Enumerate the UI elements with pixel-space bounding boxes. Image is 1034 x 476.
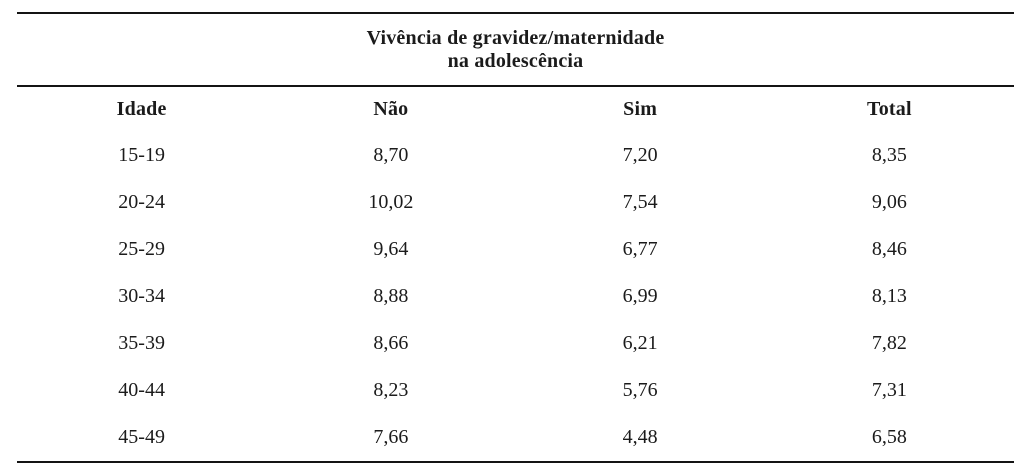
cell-total: 6,58 (871, 426, 907, 448)
table-title-line1: Vivência de gravidez/maternidade (366, 26, 665, 49)
table-row: 45-49 7,66 4,48 6,58 (17, 414, 1014, 462)
table-row: 30-34 8,88 6,99 8,13 (17, 273, 1014, 320)
column-header-total: Total (867, 98, 912, 120)
cell-sim: 7,20 (622, 144, 658, 166)
cell-total: 7,82 (871, 332, 907, 354)
cell-nao: 8,66 (373, 332, 409, 354)
cell-sim: 6,99 (622, 285, 658, 307)
table-row: 35-39 8,66 6,21 7,82 (17, 320, 1014, 367)
cell-nao: 8,70 (373, 144, 409, 166)
table-row: 20-24 10,02 7,54 9,06 (17, 179, 1014, 226)
table-title: Vivência de gravidez/maternidade na adol… (17, 13, 1014, 87)
table-head: Vivência de gravidez/maternidade na adol… (17, 13, 1014, 132)
table-row: 15-19 8,70 7,20 8,35 (17, 132, 1014, 179)
cell-sim: 6,77 (622, 238, 658, 260)
pregnancy-maternity-table: Vivência de gravidez/maternidade na adol… (17, 12, 1014, 463)
cell-total: 7,31 (871, 379, 907, 401)
cell-nao: 10,02 (368, 191, 414, 213)
cell-nao: 9,64 (373, 238, 409, 260)
table-row: 40-44 8,23 5,76 7,31 (17, 367, 1014, 414)
column-header-sim: Sim (623, 98, 658, 120)
column-header-row: Idade Não Sim Total (17, 86, 1014, 132)
cell-idade: 45-49 (118, 426, 165, 448)
table-title-line2: na adolescência (447, 49, 584, 72)
cell-idade: 35-39 (118, 332, 165, 354)
table-row: 25-29 9,64 6,77 8,46 (17, 226, 1014, 273)
cell-nao: 8,23 (373, 379, 409, 401)
cell-sim: 7,54 (622, 191, 658, 213)
cell-total: 8,13 (871, 285, 907, 307)
column-header-nao: Não (373, 98, 409, 120)
table-title-row: Vivência de gravidez/maternidade na adol… (17, 13, 1014, 87)
cell-idade: 30-34 (118, 285, 165, 307)
cell-sim: 4,48 (622, 426, 658, 448)
cell-sim: 5,76 (622, 379, 658, 401)
cell-total: 8,35 (871, 144, 907, 166)
cell-idade: 25-29 (118, 238, 165, 260)
cell-total: 9,06 (871, 191, 907, 213)
cell-idade: 20-24 (118, 191, 165, 213)
cell-idade: 15-19 (118, 144, 165, 166)
column-header-idade: Idade (116, 98, 167, 120)
cell-total: 8,46 (871, 238, 907, 260)
cell-nao: 8,88 (373, 285, 409, 307)
table-body: 15-19 8,70 7,20 8,35 20-24 10,02 7,54 9,06 25-29… (17, 132, 1014, 462)
cell-idade: 40-44 (118, 379, 165, 401)
cell-sim: 6,21 (622, 332, 658, 354)
cell-nao: 7,66 (373, 426, 409, 448)
